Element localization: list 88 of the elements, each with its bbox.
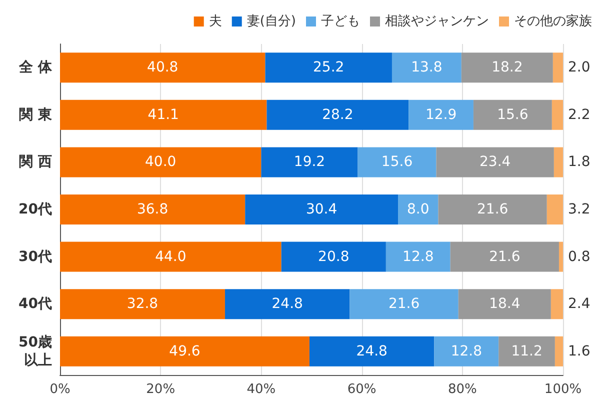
bar [408, 100, 474, 130]
bar [386, 242, 450, 272]
data-label: 11.2 [511, 343, 542, 360]
legend-label: 子ども [321, 14, 360, 29]
x-tick-label: 40% [246, 382, 276, 397]
data-label: 8.0 [407, 202, 430, 218]
data-label: 13.8 [411, 60, 442, 76]
data-label: 41.1 [148, 106, 179, 123]
bar [436, 147, 554, 178]
bar [350, 289, 458, 320]
x-tick-label: 80% [448, 382, 477, 397]
bar [398, 194, 438, 224]
data-label: 15.6 [497, 106, 528, 123]
data-label: 15.6 [381, 154, 413, 170]
data-label: 30.4 [306, 202, 338, 218]
y-tick-label: 全 体 [18, 60, 53, 76]
data-label: 2.2 [568, 106, 590, 123]
data-label: 12.8 [450, 343, 482, 360]
data-label: 12.9 [425, 106, 457, 123]
bar [473, 100, 552, 130]
data-label: 0.8 [568, 248, 590, 265]
bar [450, 242, 559, 272]
data-label: 23.4 [480, 154, 511, 170]
data-label: 36.8 [136, 202, 168, 218]
x-tick-label: 100% [544, 382, 582, 397]
data-label: 21.6 [489, 248, 520, 265]
bar [60, 147, 262, 178]
data-label: 18.2 [492, 60, 523, 76]
legend-label: 夫 [208, 14, 222, 29]
data-label: 21.6 [476, 202, 508, 218]
data-label: 1.8 [568, 154, 590, 170]
bar [309, 336, 434, 366]
bar [281, 242, 386, 272]
bar [60, 52, 266, 83]
data-label: 21.6 [388, 296, 420, 312]
x-tick-label: 20% [146, 382, 176, 397]
bar [60, 100, 267, 130]
y-tick-label: 50歳以上 [18, 334, 52, 368]
data-label: 49.6 [169, 343, 200, 360]
bar [558, 242, 563, 272]
bar [458, 289, 551, 320]
y-tick-label: 40代 [18, 296, 52, 312]
bar [266, 100, 409, 130]
bar [224, 289, 350, 320]
data-label: 2.0 [568, 60, 590, 76]
data-label: 20.8 [318, 248, 350, 265]
bar [60, 242, 282, 272]
data-label: 24.8 [272, 296, 303, 312]
data-label: 40.0 [145, 154, 176, 170]
data-label: 19.2 [294, 154, 326, 170]
data-label: 1.6 [568, 343, 590, 360]
bar [550, 289, 563, 320]
data-label: 24.8 [356, 343, 388, 360]
bar [546, 194, 563, 224]
y-tick-label: 関 東 [19, 106, 53, 123]
data-label: 25.2 [313, 60, 344, 76]
bar [60, 289, 225, 320]
bar [60, 336, 310, 366]
data-label: 32.8 [126, 296, 158, 312]
legend-label: その他の家族 [514, 13, 592, 29]
data-label: 28.2 [322, 106, 354, 123]
data-label: 2.4 [568, 296, 590, 312]
legend-label: 妻(自分) [246, 14, 296, 29]
legend-label: 相談やジャンケン [385, 14, 489, 29]
data-label: 18.4 [489, 296, 520, 312]
y-tick-label: 30代 [18, 248, 52, 265]
y-tick-label: 関 西 [19, 154, 52, 170]
bar [438, 194, 547, 224]
bar [265, 52, 392, 83]
x-tick-label: 0% [50, 382, 70, 397]
bar [552, 100, 563, 130]
data-label: 12.8 [402, 248, 434, 265]
bar [434, 336, 499, 366]
bar [392, 52, 462, 83]
data-label: 40.8 [147, 60, 178, 76]
bar [261, 147, 358, 178]
data-label: 3.2 [568, 202, 590, 218]
bar [461, 52, 553, 83]
bar [554, 147, 563, 178]
bar [554, 336, 563, 366]
y-tick-label: 20代 [18, 202, 52, 218]
bar [552, 52, 563, 83]
bar [358, 147, 436, 178]
bar [245, 194, 398, 224]
bar [498, 336, 555, 366]
x-tick-label: 60% [347, 382, 376, 397]
data-label: 44.0 [155, 248, 186, 265]
bar [60, 194, 246, 224]
